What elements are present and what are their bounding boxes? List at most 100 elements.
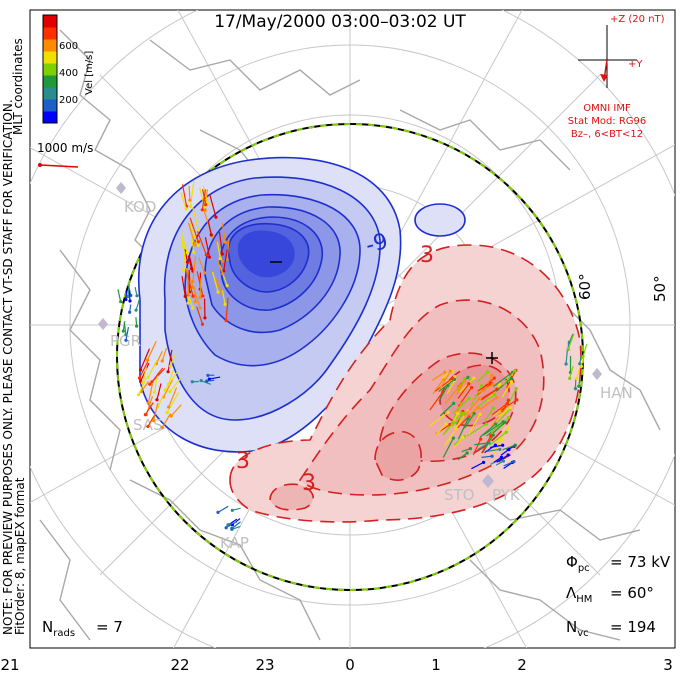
velocity-vector	[502, 444, 516, 451]
vector-origin	[126, 294, 130, 299]
station-sto: STO	[444, 486, 475, 504]
velocity-vector	[169, 377, 182, 392]
velocity-vector	[196, 306, 204, 325]
velocity-vector	[153, 372, 159, 393]
mlt-tick-2: 2	[517, 656, 527, 674]
velocity-vector	[500, 448, 510, 456]
velocity-vector	[169, 353, 176, 367]
velocity-vector	[194, 290, 201, 309]
colorbar-segment	[43, 63, 57, 76]
velocity-vector	[470, 385, 483, 406]
velocity-vectors	[117, 180, 588, 531]
velocity-vector	[122, 321, 126, 332]
velocity-vector	[439, 370, 451, 390]
colorbar: 600 400 200 Vel [m/s]	[42, 14, 95, 124]
colorbar-segment	[43, 51, 57, 64]
velocity-vector	[117, 289, 122, 302]
velocity-vector	[216, 259, 224, 275]
velocity-vector	[479, 423, 497, 438]
velocity-vector	[467, 407, 479, 417]
imf-dial	[578, 25, 637, 88]
contour-label-pos-2: 3	[236, 449, 250, 474]
velocity-vector	[491, 402, 508, 416]
svg-text:Φpc: Φpc	[566, 553, 590, 574]
vector-origin	[186, 301, 190, 305]
station-kod: KOD	[124, 198, 156, 216]
velocity-vector	[186, 271, 194, 297]
velocity-vector	[161, 413, 172, 428]
velocity-vector	[580, 356, 584, 367]
velocity-vector	[155, 350, 163, 364]
stat-nvc: Nvc = 194	[566, 618, 656, 639]
velocity-vector	[578, 377, 581, 387]
velocity-vector	[495, 408, 511, 425]
mlt-tick-1: 1	[431, 656, 441, 674]
lat-label-50: 50°	[651, 275, 669, 302]
colorbar-segment	[43, 75, 57, 88]
velocity-vector	[170, 404, 182, 417]
velocity-vector	[189, 180, 195, 207]
velocity-vector	[493, 456, 502, 463]
imf-y-label: +Y	[628, 59, 643, 70]
velocity-vector	[187, 222, 196, 246]
velocity-vector	[225, 297, 229, 321]
velocity-vector	[181, 234, 188, 253]
vector-origin	[190, 380, 194, 384]
velocity-vector	[431, 371, 446, 381]
velocity-vector	[138, 361, 149, 379]
velocity-vector	[199, 277, 202, 298]
velocity-vector	[202, 185, 209, 204]
station-han: HAN	[600, 384, 633, 402]
velocity-vector	[454, 403, 462, 417]
velocity-vector	[463, 398, 480, 417]
colorbar-unit: Vel [m/s]	[84, 51, 95, 95]
colorbar-segment	[43, 99, 57, 112]
velocity-vector	[162, 379, 174, 398]
velocity-vector	[135, 298, 141, 311]
velocity-vector	[477, 442, 490, 451]
velocity-vector	[216, 242, 221, 259]
velocity-vector	[477, 382, 491, 392]
velocity-vector	[453, 436, 464, 449]
velocity-vector	[429, 391, 444, 411]
velocity-vector	[184, 248, 188, 263]
velocity-vector	[204, 237, 211, 258]
velocity-vector	[153, 402, 159, 421]
velocity-vector	[439, 402, 455, 417]
imf-bin: Bz–, 6<BT<12	[571, 129, 643, 140]
velocity-vector	[167, 349, 173, 372]
velocity-vector	[196, 231, 207, 256]
velocity-vector	[501, 381, 513, 398]
velocity-vector	[140, 381, 150, 393]
vector-origin	[222, 269, 226, 273]
velocity-vector	[438, 385, 449, 402]
contour-label-pos-3: 3	[302, 471, 316, 496]
velocity-vector	[457, 383, 470, 399]
velocity-vector	[478, 384, 493, 394]
velocity-vector	[192, 255, 197, 282]
velocity-vector	[188, 185, 191, 201]
velocity-vector	[168, 369, 174, 385]
stat-lambda: ΛHM = 60°	[566, 584, 654, 605]
velocity-vector	[502, 370, 516, 386]
vector-origin	[206, 373, 210, 377]
velocity-vector	[147, 383, 153, 404]
velocity-vector	[468, 413, 481, 435]
velocity-vector	[500, 399, 518, 411]
stat-phi: Φpc = 73 kV	[566, 553, 671, 574]
velocity-vector	[137, 377, 147, 396]
velocity-vector	[206, 379, 215, 382]
velocity-vector	[569, 366, 574, 379]
velocity-vector	[147, 360, 158, 378]
velocity-vector	[214, 276, 223, 295]
mlt-tick-23: 23	[255, 656, 274, 674]
mlt-axis: 21 22 23 0 1 2 3	[0, 656, 672, 674]
velocity-vector	[484, 407, 494, 421]
velocity-vector	[452, 397, 470, 414]
colorbar-segment	[43, 27, 57, 40]
velocity-vector	[445, 422, 454, 433]
velocity-vector	[565, 350, 568, 365]
velocity-vector	[212, 271, 219, 293]
velocity-vector	[490, 417, 510, 433]
